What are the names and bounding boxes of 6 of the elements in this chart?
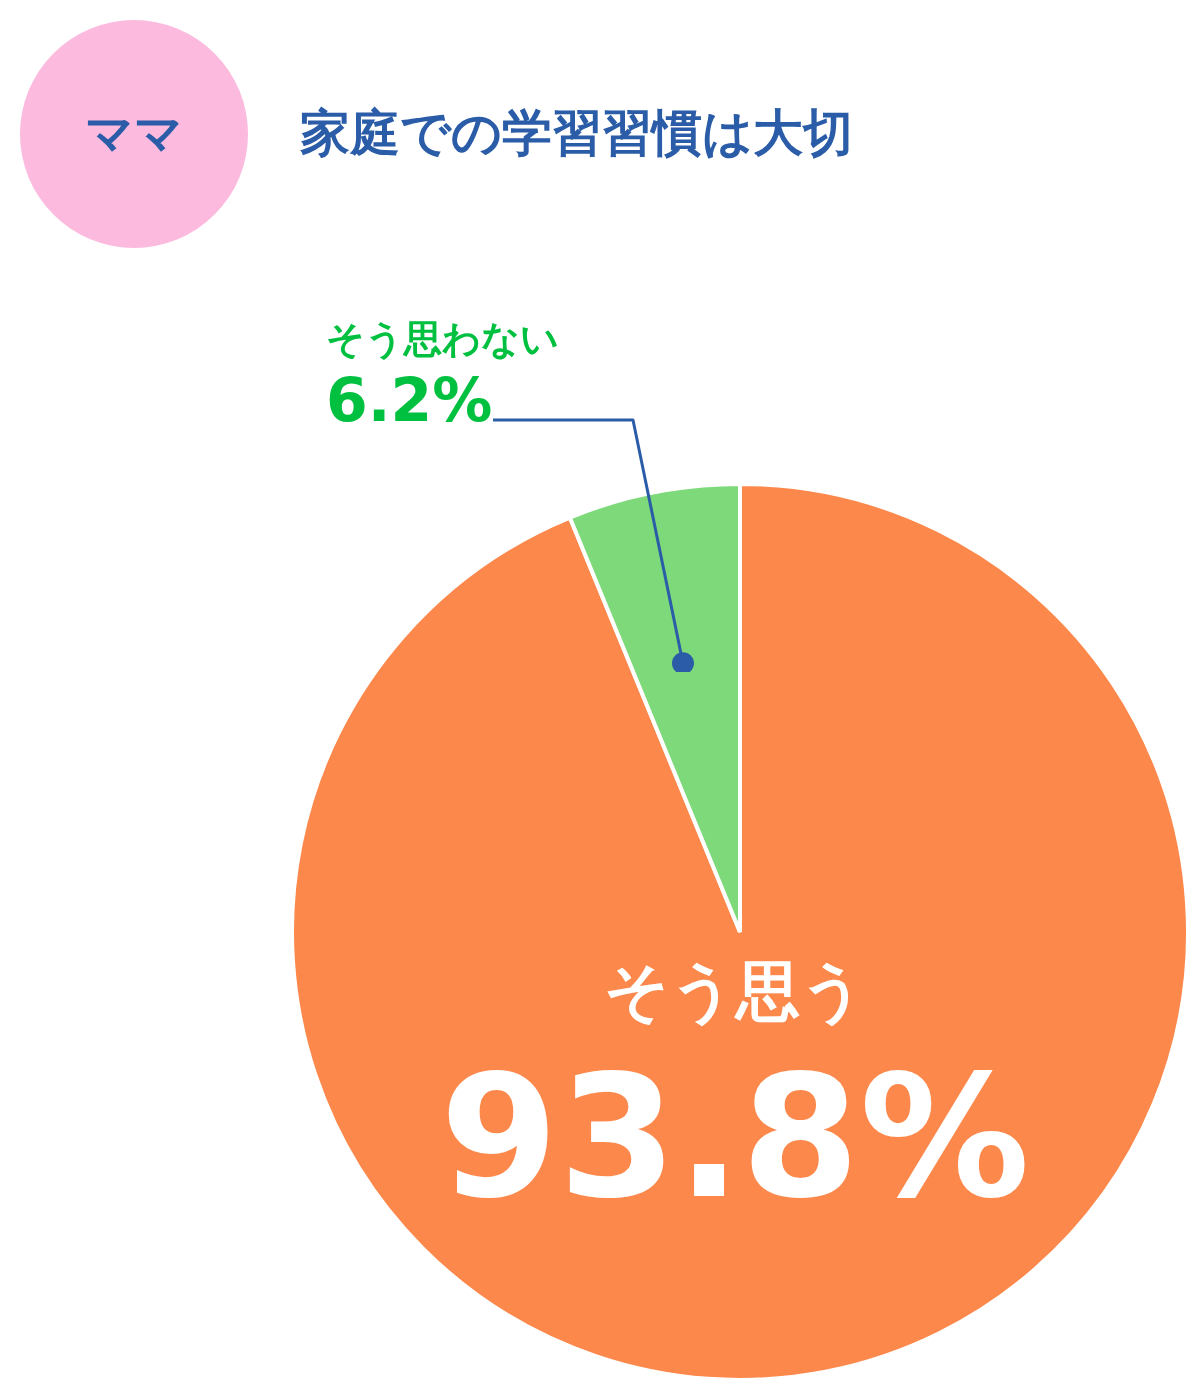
chart-title: 家庭での学習習慣は大切 [300, 103, 853, 164]
data-label: 6.2% [326, 365, 494, 435]
slice-label: そう思う [603, 953, 867, 1030]
chart-subtitle: ママ [85, 104, 183, 163]
data-label: 93.8% [439, 1037, 1031, 1238]
slice-label: そう思わない [326, 316, 559, 363]
